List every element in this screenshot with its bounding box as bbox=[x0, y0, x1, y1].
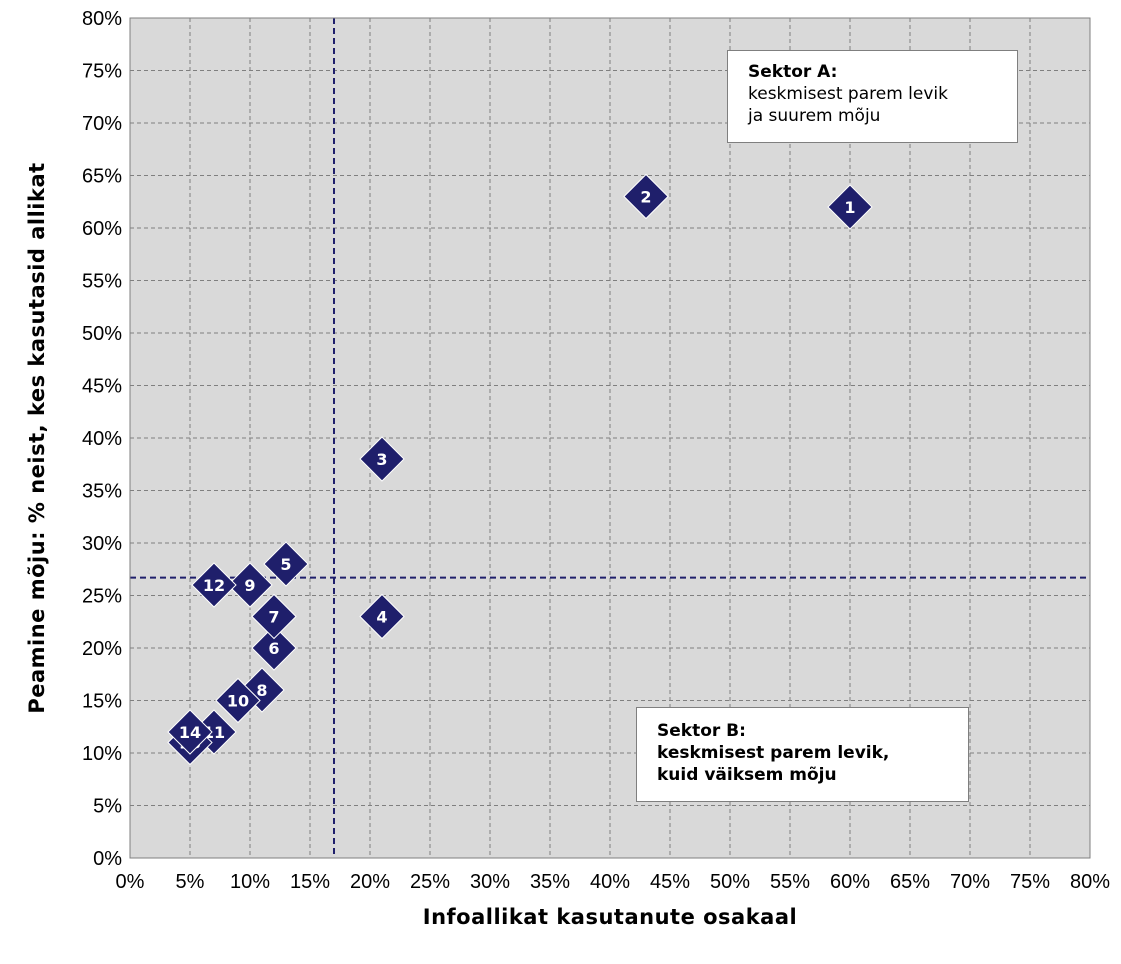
y-tick-label: 80% bbox=[82, 8, 122, 30]
y-tick-label: 40% bbox=[82, 428, 122, 450]
point-label: 6 bbox=[268, 639, 279, 658]
point-marker bbox=[827, 184, 873, 230]
point-marker bbox=[359, 436, 405, 482]
point-marker bbox=[227, 562, 273, 608]
data-point: 9 bbox=[227, 562, 273, 608]
data-point: 2 bbox=[623, 173, 669, 220]
x-tick-label: 60% bbox=[830, 871, 870, 893]
point-marker bbox=[359, 593, 405, 640]
y-tick-labels: 0% 5% 10% 15% 20% 25% 30% 35% 40% 45% 50% 55% 60% 65%… bbox=[82, 8, 122, 870]
x-tick-label: 70% bbox=[950, 871, 990, 893]
y-tick-label: 70% bbox=[82, 113, 122, 135]
x-tick-label: 10% bbox=[230, 871, 270, 893]
data-point: 6 bbox=[251, 625, 297, 671]
x-tick-label: 75% bbox=[1010, 871, 1050, 893]
data-point: 7 bbox=[251, 593, 297, 640]
point-label: 3 bbox=[376, 450, 387, 469]
x-tick-label: 20% bbox=[350, 871, 390, 893]
sector-a-annotation: Sektor A: keskmisest parem levik ja suur… bbox=[727, 50, 1018, 143]
point-label: 2 bbox=[640, 188, 651, 207]
x-tick-label: 80% bbox=[1070, 871, 1110, 893]
x-tick-label: 15% bbox=[290, 871, 330, 893]
y-tick-label: 30% bbox=[82, 533, 122, 555]
data-point: 3 bbox=[359, 436, 405, 482]
y-tick-label: 45% bbox=[82, 376, 122, 398]
y-tick-label: 0% bbox=[93, 848, 122, 870]
point-label: 5 bbox=[280, 555, 291, 574]
point-marker bbox=[623, 173, 669, 220]
sector-b-line-2: kuid väiksem mõju bbox=[657, 765, 837, 785]
sector-b-line-1: keskmisest parem levik, bbox=[657, 743, 890, 763]
x-axis-title: Infoallikat kasutanute osakaal bbox=[423, 905, 797, 929]
y-tick-label: 65% bbox=[82, 166, 122, 188]
point-marker bbox=[263, 541, 309, 587]
x-tick-labels: 0% 5% 10% 15% 20% 25% 30% 35% 40% 45% 50% 55% 60% 65%… bbox=[116, 871, 1111, 893]
y-tick-label: 55% bbox=[82, 271, 122, 293]
point-marker bbox=[215, 677, 261, 724]
sector-b-title: Sektor B: bbox=[657, 721, 746, 741]
data-point: 12 bbox=[191, 562, 237, 608]
sector-a-title: Sektor A: bbox=[748, 62, 838, 82]
data-point: 1 bbox=[827, 184, 873, 230]
y-tick-label: 60% bbox=[82, 218, 122, 240]
point-label: 10 bbox=[227, 692, 249, 711]
point-marker bbox=[251, 593, 297, 640]
data-point: 5 bbox=[263, 541, 309, 587]
point-label: 4 bbox=[376, 608, 387, 627]
x-tick-label: 65% bbox=[890, 871, 930, 893]
x-tick-label: 55% bbox=[770, 871, 810, 893]
data-points: 1234567891011121314 bbox=[167, 173, 873, 766]
y-tick-label: 75% bbox=[82, 61, 122, 83]
data-point: 10 bbox=[215, 677, 261, 724]
x-tick-label: 45% bbox=[650, 871, 690, 893]
plot-border bbox=[129, 17, 1091, 859]
x-tick-label: 5% bbox=[176, 871, 205, 893]
y-tick-label: 5% bbox=[93, 796, 122, 818]
sector-a-line-1: keskmisest parem levik bbox=[748, 84, 948, 104]
point-marker bbox=[167, 709, 213, 755]
point-label: 7 bbox=[268, 608, 279, 627]
point-label: 14 bbox=[179, 723, 201, 742]
point-label: 12 bbox=[203, 576, 225, 595]
point-label: 9 bbox=[244, 576, 255, 595]
x-tick-label: 35% bbox=[530, 871, 570, 893]
y-tick-label: 10% bbox=[82, 743, 122, 765]
point-label: 1 bbox=[844, 198, 855, 217]
x-tick-label: 50% bbox=[710, 871, 750, 893]
y-tick-label: 35% bbox=[82, 481, 122, 503]
data-point: 4 bbox=[359, 593, 405, 640]
x-tick-label: 40% bbox=[590, 871, 630, 893]
x-tick-label: 25% bbox=[410, 871, 450, 893]
sector-b-annotation: Sektor B: keskmisest parem levik, kuid v… bbox=[636, 707, 969, 802]
point-marker bbox=[191, 562, 237, 608]
sector-a-line-2: ja suurem mõju bbox=[748, 106, 881, 126]
y-axis-title: Peamine mõju: % neist, kes kasutasid all… bbox=[25, 162, 49, 713]
point-marker bbox=[251, 625, 297, 671]
y-tick-label: 50% bbox=[82, 323, 122, 345]
y-tick-label: 20% bbox=[82, 638, 122, 660]
y-tick-label: 15% bbox=[82, 691, 122, 713]
x-tick-label: 30% bbox=[470, 871, 510, 893]
x-tick-label: 0% bbox=[116, 871, 145, 893]
data-point: 14 bbox=[167, 709, 213, 755]
y-tick-label: 25% bbox=[82, 586, 122, 608]
point-label: 8 bbox=[256, 681, 267, 700]
